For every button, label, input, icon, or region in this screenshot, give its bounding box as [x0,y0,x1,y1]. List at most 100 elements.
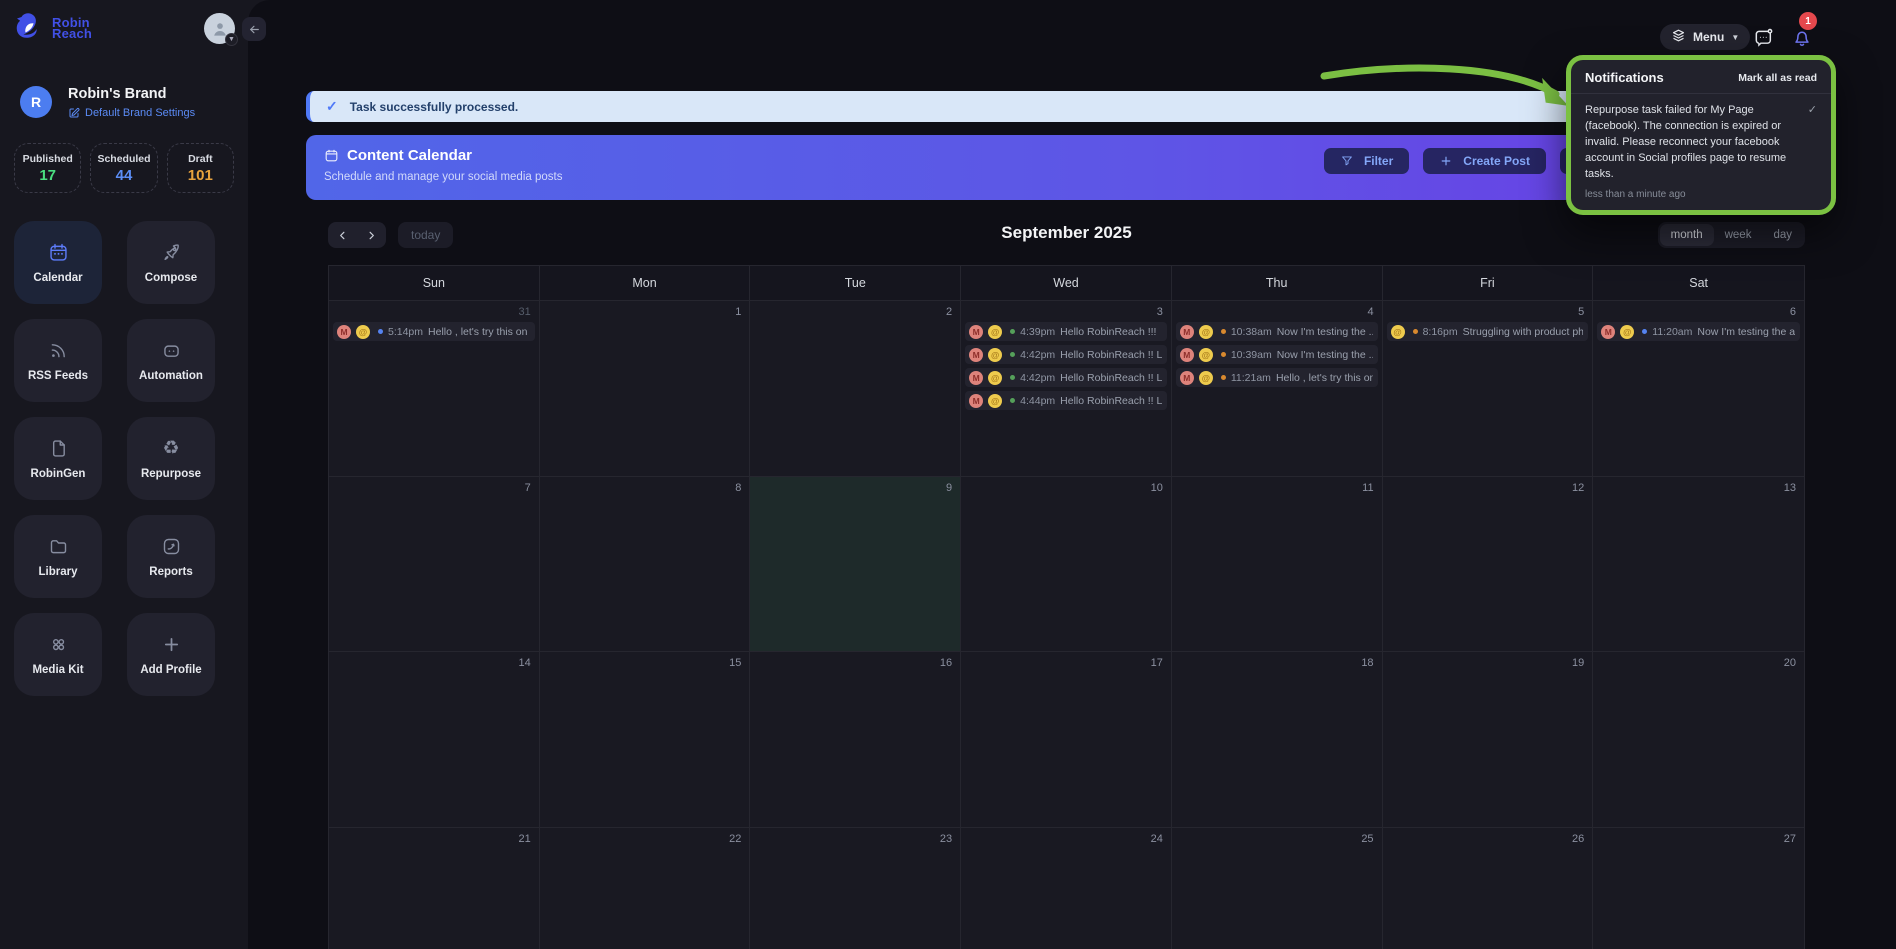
day-number: 27 [1783,832,1796,845]
filter-button[interactable]: Filter [1323,148,1410,174]
event-time: 4:42pm [1020,371,1056,384]
calendar-cell-2[interactable]: 2 [750,301,962,477]
brand-avatar[interactable]: R [20,86,52,118]
calendar-event[interactable]: M @ 4:44pm Hello RobinReach !! L... [965,391,1167,410]
avatar-at: @ [1620,324,1635,339]
avatar-at: @ [1198,370,1213,385]
status-dot [1010,398,1016,403]
calendar-cell-1[interactable]: 1 [539,301,751,477]
media-kit-icon [48,634,69,655]
sidebar-item-label: RobinGen [30,467,86,480]
calendar-cell-12[interactable]: 12 [1382,476,1594,652]
calendar-cell-16[interactable]: 16 [750,652,962,828]
view-day-button[interactable]: day [1773,229,1792,241]
calendar-cell-18[interactable]: 18 [1171,652,1383,828]
today-button[interactable]: today [398,222,454,248]
sidebar-item-repurpose[interactable]: ♻ Repurpose [127,417,215,500]
calendar-cell-13[interactable]: 13 [1593,476,1804,652]
calendar-cell-5[interactable]: 5 @ 8:16pm Struggling with product ph... [1382,301,1594,477]
calendar-event[interactable]: M @ 5:14pm Hello , let's try this on ... [333,322,535,341]
calendar-cell-15[interactable]: 15 [539,652,751,828]
event-time: 5:14pm [388,325,424,338]
sidebar-item-compose[interactable]: Compose [127,221,215,304]
logo-wordmark: Robin Reach [52,14,93,41]
calendar-cell-11[interactable]: 11 [1171,476,1383,652]
event-text: Hello RobinReach !! L... [1060,371,1162,384]
notification-timestamp: less than a minute ago [1585,188,1686,200]
calendar-cell-6[interactable]: 6 M @ 11:20am Now I'm testing the a... [1593,301,1804,477]
calendar-event[interactable]: M @ 11:21am Hello , let's try this on... [1175,368,1378,387]
reports-icon [161,536,182,557]
event-text: Hello , let's try this on ... [428,325,530,338]
calendar-event[interactable]: M @ 4:39pm Hello RobinReach !!! [965,322,1167,341]
page-subtitle: Schedule and manage your social media po… [324,171,563,183]
status-dot [1220,329,1226,334]
collapse-sidebar-button[interactable] [242,17,266,41]
view-week-button[interactable]: week [1724,229,1752,241]
app-logo[interactable]: Robin Reach [14,10,92,45]
folder-icon [48,536,69,557]
status-dot [1010,352,1016,357]
menu-button[interactable]: Menu ▼ [1660,24,1751,50]
calendar-cell-3[interactable]: 3 M @ 4:39pm Hello RobinReach !!! M @ 4:42p… [961,301,1172,477]
rocket-icon [161,242,182,263]
prev-month-button[interactable] [328,222,357,248]
calendar-cell-27[interactable]: 27 [1593,827,1804,949]
stat-scheduled: Scheduled 44 [90,143,158,193]
calendar-cell-4[interactable]: 4 M @ 10:38am Now I'm testing the ... M @ 1… [1171,301,1383,477]
day-number: 7 [524,481,531,494]
sidebar-item-media-kit[interactable]: Media Kit [14,613,102,696]
calendar-cell-31[interactable]: 31 M @ 5:14pm Hello , let's try this on ..… [329,301,540,477]
day-number: 23 [939,832,953,845]
next-month-button[interactable] [357,222,386,248]
calendar-cell-26[interactable]: 26 [1382,827,1594,949]
mark-read-check-icon[interactable]: ✓ [1807,104,1817,116]
sidebar-item-reports[interactable]: Reports [127,515,215,598]
event-text: Struggling with product ph... [1462,325,1584,338]
sidebar-item-automation[interactable]: Automation [127,319,215,402]
calendar-cell-17[interactable]: 17 [961,652,1172,828]
calendar-event[interactable]: M @ 10:39am Now I'm testing the ... [1175,345,1378,364]
calendar-event[interactable]: M @ 10:38am Now I'm testing the ... [1175,322,1378,341]
calendar-event[interactable]: M @ 4:42pm Hello RobinReach !! L... [965,345,1167,364]
calendar-cell-19[interactable]: 19 [1382,652,1594,828]
support-chat-button[interactable] [1748,24,1778,50]
calendar-event[interactable]: @ 8:16pm Struggling with product ph... [1386,322,1589,341]
calendar-cell-23[interactable]: 23 [750,827,962,949]
user-avatar[interactable]: ▼ [204,13,238,46]
calendar-cell-14[interactable]: 14 [329,652,540,828]
sidebar-item-label: Repurpose [140,467,202,480]
sidebar-item-calendar[interactable]: Calendar [14,221,102,304]
event-time: 10:39am [1230,348,1272,361]
sidebar-item-library[interactable]: Library [14,515,102,598]
document-icon [48,438,69,459]
sidebar-item-add-profile[interactable]: Add Profile [127,613,215,696]
mark-all-read-button[interactable]: Mark all as read [1738,71,1817,84]
sidebar-item-robingen[interactable]: RobinGen [14,417,102,500]
calendar-cell-25[interactable]: 25 [1171,827,1383,949]
calendar-event[interactable]: M @ 4:42pm Hello RobinReach !! L... [965,368,1167,387]
calendar-cell-8[interactable]: 8 [539,476,751,652]
calendar-event[interactable]: M @ 11:20am Now I'm testing the a... [1597,322,1800,341]
notifications-bell-button[interactable] [1791,27,1815,51]
avatar-m: M [969,347,984,362]
day-number: 16 [939,657,953,669]
calendar-cell-24[interactable]: 24 [961,827,1172,949]
calendar-cell-7[interactable]: 7 [329,476,540,652]
person-icon [213,22,226,36]
event-text: Hello , let's try this on... [1275,371,1373,384]
create-post-button[interactable]: Create Post [1423,148,1546,174]
status-dot [1642,329,1648,334]
filter-icon [1340,154,1354,168]
calendar-cell-20[interactable]: 20 [1593,652,1804,828]
calendar-cell-today-9[interactable]: 9 [750,476,962,652]
brand-settings-link[interactable]: Default Brand Settings [68,107,195,119]
calendar-cell-22[interactable]: 22 [539,827,751,949]
view-month-button[interactable]: month [1659,224,1714,246]
sidebar-item-rss-feeds[interactable]: RSS Feeds [14,319,102,402]
notification-item[interactable]: Repurpose task failed for My Page (faceb… [1571,94,1831,210]
calendar-cell-10[interactable]: 10 [961,476,1172,652]
calendar-cell-21[interactable]: 21 [329,827,540,949]
sidebar-item-label: Add Profile [140,663,202,676]
